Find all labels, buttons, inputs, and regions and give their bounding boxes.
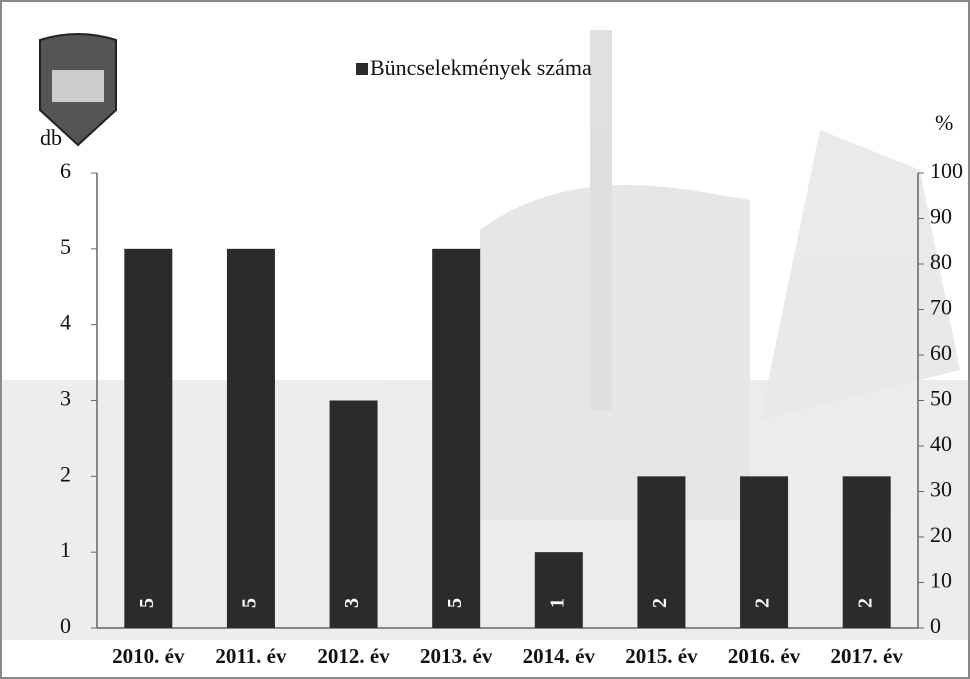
data-label: 2	[649, 598, 671, 608]
bar	[534, 552, 583, 628]
y-tick-label: 5	[60, 234, 71, 259]
y-tick-label: 4	[60, 310, 71, 335]
y2-tick-label: 30	[930, 477, 952, 502]
bar	[329, 400, 378, 628]
y-tick-label: 1	[60, 537, 71, 562]
legend-swatch	[356, 63, 368, 75]
x-tick-label: 2015. év	[625, 644, 698, 668]
data-label: 3	[341, 598, 363, 608]
x-tick-label: 2012. év	[317, 644, 390, 668]
x-tick-label: 2016. év	[728, 644, 801, 668]
bar	[740, 476, 789, 628]
y-axis-label: db	[40, 125, 62, 150]
data-label: 2	[752, 598, 774, 608]
x-tick-label: 2013. év	[420, 644, 493, 668]
bar	[124, 248, 173, 629]
x-tick-label: 2011. év	[215, 644, 287, 668]
y2-tick-label: 40	[930, 431, 952, 456]
data-label: 5	[239, 598, 261, 608]
data-label: 5	[136, 598, 158, 608]
y2-tick-label: 60	[930, 340, 952, 365]
y2-tick-label: 0	[930, 613, 941, 638]
y2-tick-label: 70	[930, 295, 952, 320]
y2-tick-label: 20	[930, 522, 952, 547]
bar	[842, 476, 891, 628]
y2-tick-label: 10	[930, 568, 952, 593]
bar	[432, 248, 481, 629]
y-tick-label: 6	[60, 158, 71, 183]
data-label: 1	[546, 598, 568, 608]
data-label: 2	[854, 598, 876, 608]
x-tick-label: 2014. év	[523, 644, 596, 668]
y-tick-label: 2	[60, 461, 71, 486]
y2-axis-label: %	[935, 110, 953, 135]
legend-label: Büncselekmények száma	[370, 55, 592, 80]
data-label: 5	[444, 598, 466, 608]
bar	[226, 248, 275, 629]
x-tick-label: 2010. év	[112, 644, 185, 668]
y-tick-label: 3	[60, 386, 71, 411]
y2-tick-label: 80	[930, 249, 952, 274]
logo	[39, 33, 117, 147]
y-tick-label: 0	[60, 613, 71, 638]
bar	[637, 476, 686, 628]
y2-tick-label: 90	[930, 204, 952, 229]
x-tick-label: 2017. év	[831, 644, 904, 668]
y2-tick-label: 50	[930, 386, 952, 411]
y2-tick-label: 100	[930, 158, 963, 183]
